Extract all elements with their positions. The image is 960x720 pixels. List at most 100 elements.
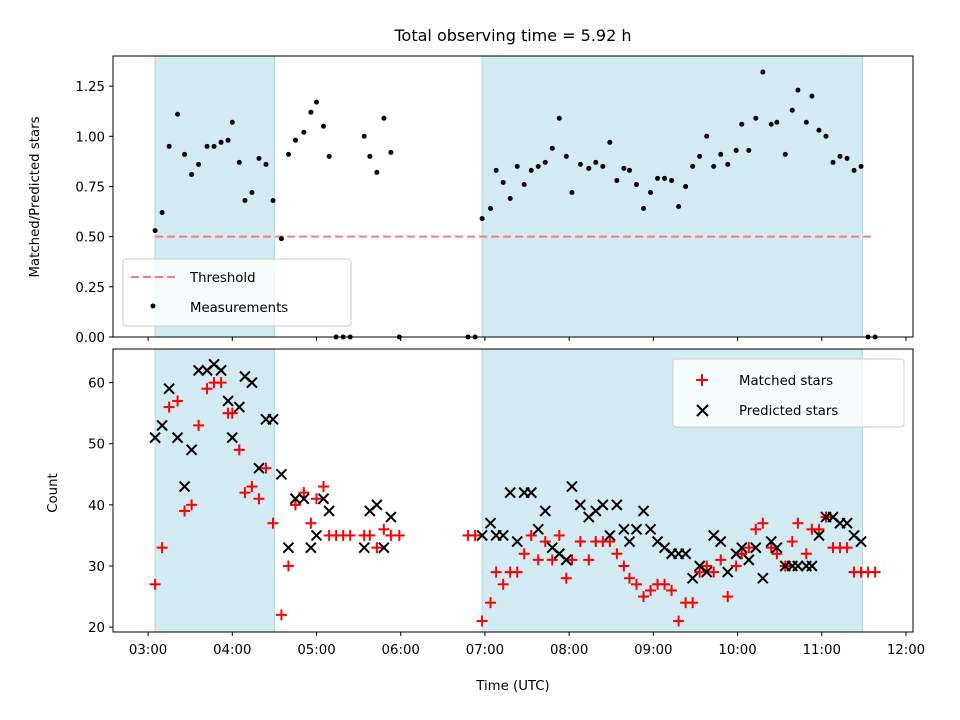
matched-star-point <box>757 517 769 529</box>
predicted-star-point <box>233 401 246 413</box>
predicted-star-point <box>855 535 867 548</box>
top-y-tick-label: 0.25 <box>75 281 105 296</box>
matched-star-point <box>659 578 671 590</box>
measurement-point <box>600 163 606 169</box>
x-tick-label: 11:00 <box>803 643 841 658</box>
bottom-panel: 20 30 40 50 60 03:00 04:00 05:00 06:00 07:00 08:0… <box>46 348 925 694</box>
predicted-star-point <box>275 468 288 481</box>
measurement-point <box>809 93 815 99</box>
measurement-point <box>308 109 314 115</box>
predicted-star-point <box>841 517 853 529</box>
measurement-point <box>795 87 801 93</box>
top-shaded-intervals <box>154 55 863 338</box>
measurement-point <box>641 206 647 212</box>
matched-star-point <box>344 529 356 541</box>
measurement-point <box>507 196 513 202</box>
measurement-point <box>493 167 499 173</box>
x-tick-label: 08:00 <box>550 643 588 658</box>
measurement-point <box>586 165 592 171</box>
matched-star-point <box>694 566 706 578</box>
matched-star-point <box>701 560 713 572</box>
measurement-point <box>278 236 284 242</box>
measurement-point <box>514 163 520 169</box>
bottom-legend: Matched stars Predicted stars <box>672 358 905 428</box>
predicted-star-point <box>771 541 783 554</box>
predicted-star-point <box>185 444 198 456</box>
measurement-point <box>662 175 668 181</box>
predicted-star-point <box>792 560 804 572</box>
measurement-point <box>569 189 575 195</box>
measurement-point <box>152 228 158 234</box>
measurement-point <box>249 189 255 195</box>
matched-star-point <box>715 554 727 566</box>
predicted-star-point <box>484 517 497 529</box>
measurement-point <box>851 167 857 173</box>
measurement-point <box>704 133 710 139</box>
measurement-point <box>211 143 217 149</box>
predicted-star-point <box>539 505 551 517</box>
matched-star-point <box>156 542 168 554</box>
matched-star-point <box>750 523 762 535</box>
predicted-star-point <box>574 499 587 511</box>
bottom-plot-area <box>149 358 881 627</box>
measurement-point <box>204 143 210 149</box>
matched-star-point <box>485 597 497 609</box>
predicted-star-point <box>282 541 295 554</box>
predicted-star-point <box>253 462 265 474</box>
predicted-star-point <box>597 499 609 511</box>
predicted-star-point <box>743 554 755 566</box>
measurement-point <box>683 183 689 189</box>
predicted-star-point <box>618 523 630 536</box>
predicted-star-point <box>511 535 523 548</box>
predicted-star-point <box>560 554 573 566</box>
matched-star-point <box>318 481 330 493</box>
measurement-point <box>270 198 276 204</box>
predicted-star-point <box>532 523 544 536</box>
x-tick-label: 04:00 <box>213 643 251 658</box>
measurement-point <box>321 123 327 129</box>
chart-title: Total observing time = 5.92 h <box>393 26 631 45</box>
predicted-star-point <box>246 376 258 389</box>
matched-star-point <box>800 548 812 560</box>
predicted-star-point <box>298 493 310 505</box>
top-y-axis: 0.00 0.25 0.50 0.75 1.00 1.25 <box>75 80 113 346</box>
matched-star-point <box>666 584 678 596</box>
matched-star-point <box>226 407 238 419</box>
predicted-star-point <box>644 523 657 536</box>
matched-star-point <box>393 529 405 541</box>
measurement-point <box>593 159 599 165</box>
matched-star-point <box>311 493 323 505</box>
matched-star-point <box>743 542 755 554</box>
matched-star-point <box>708 566 720 578</box>
top-y-tick-label: 0.50 <box>75 231 105 246</box>
measurement-point <box>789 107 795 113</box>
measurement-point <box>159 210 165 216</box>
x-tick-label: 05:00 <box>297 643 335 658</box>
matched-star-point <box>260 462 272 474</box>
predicted-star-point <box>358 541 370 554</box>
measurement-point <box>263 161 269 167</box>
predicted-star-point <box>722 566 734 578</box>
measurement-point <box>830 159 836 165</box>
matched-star-point <box>490 566 502 578</box>
measurement-point <box>760 69 766 75</box>
measurement-point <box>292 137 298 143</box>
matched-star-point <box>298 487 310 499</box>
measurement-point <box>634 181 640 187</box>
measurement-point <box>242 198 248 204</box>
bottom-axes-frame <box>112 348 914 633</box>
legend-threshold-label: Threshold <box>189 271 256 286</box>
x-tick-label: 09:00 <box>634 643 672 658</box>
measurement-point <box>803 119 809 125</box>
measurement-point <box>844 155 850 161</box>
matched-star-point <box>186 499 198 511</box>
x-tick-label: 07:00 <box>466 643 504 658</box>
x-tick-label: 06:00 <box>382 643 420 658</box>
predicted-star-point <box>700 566 713 578</box>
bottom-y-axis-title: Count <box>46 473 61 513</box>
matched-star-point <box>282 560 294 572</box>
measurement-point <box>690 163 696 169</box>
measurement-point <box>488 206 494 212</box>
measurement-point <box>655 175 661 181</box>
